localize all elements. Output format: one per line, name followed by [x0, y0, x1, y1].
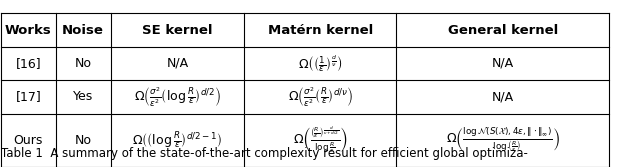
Text: [17]: [17] — [15, 90, 42, 103]
Text: N/A: N/A — [166, 57, 188, 70]
Text: $\Omega\left(\frac{\log \mathcal{N}(S(\mathcal{X}), 4\epsilon, \|\cdot\|_\infty): $\Omega\left(\frac{\log \mathcal{N}(S(\m… — [445, 126, 560, 154]
Text: $\Omega\left(\frac{\sigma^2}{\epsilon^2}\left(\frac{R}{\epsilon}\right)^{d/\nu}\: $\Omega\left(\frac{\sigma^2}{\epsilon^2}… — [287, 85, 353, 109]
Text: $\Omega\left(\frac{\left(\frac{R}{\epsilon}\right)^{\frac{d}{\nu+d/2}}}{\log \fr: $\Omega\left(\frac{\left(\frac{R}{\epsil… — [292, 125, 348, 155]
Text: General kernel: General kernel — [447, 24, 558, 37]
Text: $\Omega\left(\left(\frac{1}{\epsilon}\right)^{\frac{d}{\nu}}\right)$: $\Omega\left(\left(\frac{1}{\epsilon}\ri… — [298, 53, 342, 74]
Text: N/A: N/A — [492, 57, 514, 70]
Text: N/A: N/A — [492, 90, 514, 103]
Text: Works: Works — [5, 24, 52, 37]
Text: Matérn kernel: Matérn kernel — [268, 24, 373, 37]
Text: Noise: Noise — [62, 24, 104, 37]
Text: [16]: [16] — [15, 57, 41, 70]
Text: Yes: Yes — [73, 90, 93, 103]
Text: $\Omega\left(\frac{\sigma^2}{\epsilon^2}\left(\log \frac{R}{\epsilon}\right)^{d/: $\Omega\left(\frac{\sigma^2}{\epsilon^2}… — [134, 85, 221, 109]
Text: No: No — [75, 57, 92, 70]
Text: No: No — [75, 134, 92, 147]
Text: Table 1  A summary of the state-of-the-art complexity result for efficient globa: Table 1 A summary of the state-of-the-ar… — [1, 147, 528, 160]
Text: SE kernel: SE kernel — [142, 24, 212, 37]
Text: $\Omega\left(\left(\log \frac{R}{\epsilon}\right)^{d/2-1}\right)$: $\Omega\left(\left(\log \frac{R}{\epsilo… — [132, 130, 223, 150]
Text: Ours: Ours — [13, 134, 43, 147]
